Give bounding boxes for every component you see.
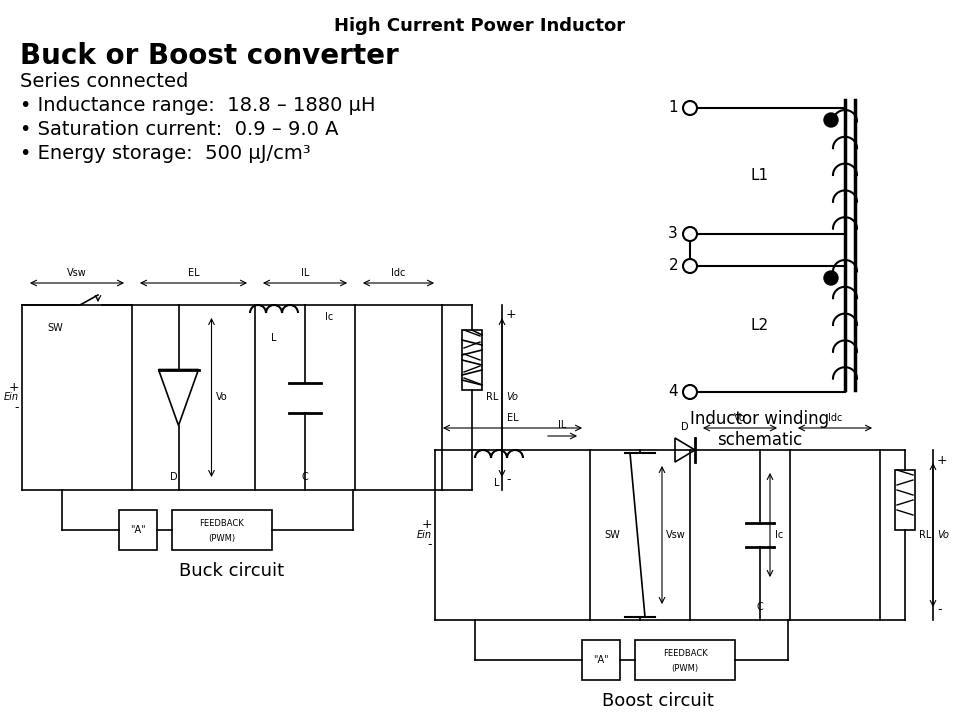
Text: Inductor winding
schematic: Inductor winding schematic xyxy=(690,410,829,449)
Text: -: - xyxy=(937,603,942,616)
Text: -: - xyxy=(14,401,19,414)
Text: 4: 4 xyxy=(668,384,678,398)
Text: L: L xyxy=(494,478,500,488)
Text: FEEDBACK: FEEDBACK xyxy=(200,520,245,528)
Circle shape xyxy=(683,227,697,241)
Text: Ein: Ein xyxy=(417,530,432,540)
Text: +: + xyxy=(937,454,948,467)
Text: Vo: Vo xyxy=(937,530,949,540)
Text: Ein: Ein xyxy=(4,392,19,402)
Text: RL: RL xyxy=(486,392,498,402)
Text: L: L xyxy=(272,333,276,343)
Text: FEEDBACK: FEEDBACK xyxy=(662,649,708,659)
Text: EL: EL xyxy=(188,268,200,278)
Text: Vo: Vo xyxy=(734,413,746,423)
Circle shape xyxy=(824,271,838,285)
Text: IL: IL xyxy=(300,268,309,278)
Text: IL: IL xyxy=(558,420,566,430)
FancyBboxPatch shape xyxy=(462,330,482,390)
Text: +: + xyxy=(421,518,432,531)
Text: Ic: Ic xyxy=(775,530,783,540)
Text: "A": "A" xyxy=(593,655,609,665)
Text: (PWM): (PWM) xyxy=(671,664,699,672)
Text: • Inductance range:  18.8 – 1880 μH: • Inductance range: 18.8 – 1880 μH xyxy=(20,96,375,115)
FancyBboxPatch shape xyxy=(635,640,735,680)
Text: Vo: Vo xyxy=(215,392,228,402)
Text: -: - xyxy=(427,539,432,552)
Text: -: - xyxy=(506,474,511,487)
Text: C: C xyxy=(756,602,763,612)
Text: High Current Power Inductor: High Current Power Inductor xyxy=(334,17,626,35)
Text: Idc: Idc xyxy=(392,268,406,278)
Text: Boost circuit: Boost circuit xyxy=(602,692,713,710)
Text: Idc: Idc xyxy=(828,413,842,423)
FancyBboxPatch shape xyxy=(119,510,157,550)
Text: SW: SW xyxy=(47,323,62,333)
Circle shape xyxy=(683,259,697,273)
Text: 3: 3 xyxy=(668,225,678,240)
Text: Series connected: Series connected xyxy=(20,72,188,91)
Text: +: + xyxy=(9,381,19,394)
FancyBboxPatch shape xyxy=(582,640,620,680)
Text: RL: RL xyxy=(919,530,931,540)
Text: C: C xyxy=(301,472,308,482)
Text: EL: EL xyxy=(507,413,518,423)
Text: (PWM): (PWM) xyxy=(208,534,235,542)
FancyBboxPatch shape xyxy=(172,510,272,550)
Text: Vsw: Vsw xyxy=(67,268,86,278)
Text: • Saturation current:  0.9 – 9.0 A: • Saturation current: 0.9 – 9.0 A xyxy=(20,120,339,139)
Text: Buck circuit: Buck circuit xyxy=(180,562,284,580)
Circle shape xyxy=(683,385,697,399)
Text: D: D xyxy=(682,422,689,432)
Text: SW: SW xyxy=(604,530,620,540)
Text: "A": "A" xyxy=(131,525,146,535)
Text: Vsw: Vsw xyxy=(666,530,685,540)
Text: Vo: Vo xyxy=(506,392,518,402)
Circle shape xyxy=(683,101,697,115)
Text: • Energy storage:  500 μJ/cm³: • Energy storage: 500 μJ/cm³ xyxy=(20,144,311,163)
Text: L1: L1 xyxy=(750,168,768,182)
Text: Buck or Boost converter: Buck or Boost converter xyxy=(20,42,398,70)
FancyBboxPatch shape xyxy=(895,470,915,530)
Text: +: + xyxy=(506,308,516,322)
Text: D: D xyxy=(170,472,178,482)
Text: Ic: Ic xyxy=(325,312,333,322)
Circle shape xyxy=(824,113,838,127)
Text: 1: 1 xyxy=(668,99,678,114)
Text: L2: L2 xyxy=(750,318,768,333)
Text: 2: 2 xyxy=(668,258,678,272)
